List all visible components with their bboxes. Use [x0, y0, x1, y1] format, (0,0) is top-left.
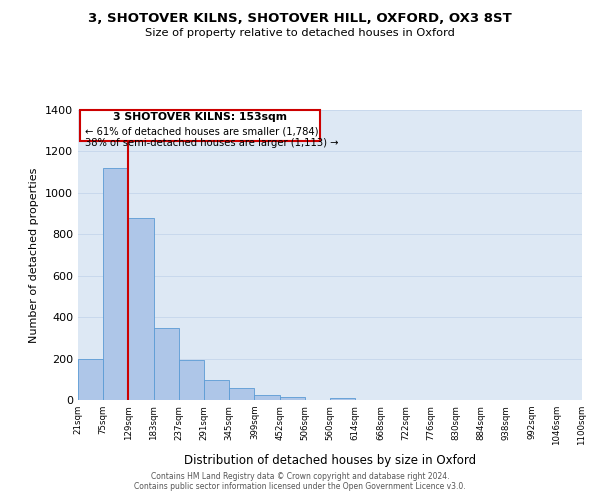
Text: Size of property relative to detached houses in Oxford: Size of property relative to detached ho…	[145, 28, 455, 38]
Y-axis label: Number of detached properties: Number of detached properties	[29, 168, 40, 342]
Bar	[103, 168, 128, 400]
X-axis label: Distribution of detached houses by size in Oxford: Distribution of detached houses by size …	[184, 454, 476, 466]
Bar	[78, 358, 103, 400]
Bar	[330, 398, 355, 400]
Text: 38% of semi-detached houses are larger (1,113) →: 38% of semi-detached houses are larger (…	[85, 138, 338, 148]
Bar	[229, 388, 254, 400]
Bar	[128, 218, 154, 400]
Text: Contains HM Land Registry data © Crown copyright and database right 2024.: Contains HM Land Registry data © Crown c…	[151, 472, 449, 481]
Bar	[280, 397, 305, 400]
Bar	[179, 360, 204, 400]
Bar	[254, 396, 280, 400]
Text: ← 61% of detached houses are smaller (1,784): ← 61% of detached houses are smaller (1,…	[85, 126, 319, 136]
Text: Contains public sector information licensed under the Open Government Licence v3: Contains public sector information licen…	[134, 482, 466, 491]
Bar	[154, 328, 179, 400]
Text: 3 SHOTOVER KILNS: 153sqm: 3 SHOTOVER KILNS: 153sqm	[113, 112, 287, 122]
Text: 3, SHOTOVER KILNS, SHOTOVER HILL, OXFORD, OX3 8ST: 3, SHOTOVER KILNS, SHOTOVER HILL, OXFORD…	[88, 12, 512, 26]
Bar	[204, 380, 229, 400]
